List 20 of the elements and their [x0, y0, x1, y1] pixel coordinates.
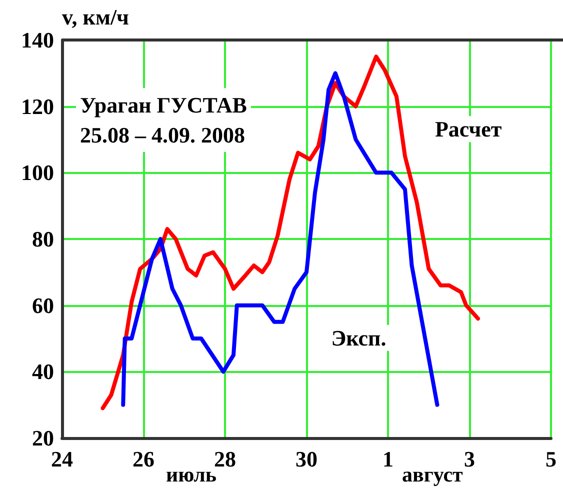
y-tick-label: 60	[32, 292, 54, 318]
y-tick-label: 20	[32, 426, 54, 450]
y-axis-title: v, км/ч	[62, 4, 129, 30]
y-tick-label: 140	[21, 28, 54, 52]
text: август	[402, 462, 464, 486]
series-label: Расчет	[434, 116, 502, 142]
x-tick-label: 1	[382, 446, 394, 472]
text: Ураган ГУСТАВ	[80, 92, 248, 118]
x-tick-label: 3	[464, 446, 475, 472]
series-label: Эксп.	[331, 325, 386, 350]
y-tick-label: 100	[21, 160, 54, 186]
x-tick-label: 24	[51, 446, 73, 472]
x-tick-label: 30	[296, 446, 318, 472]
y-tick-label: 120	[21, 94, 54, 119]
x-tick-label: 26	[132, 446, 154, 472]
x-tick-label: 5	[546, 446, 556, 472]
text: 25.08 – 4.09. 2008	[80, 122, 245, 148]
y-tick-label: 40	[32, 359, 54, 384]
y-tick-label: 80	[32, 226, 54, 252]
x-tick-label: 28	[214, 446, 236, 472]
